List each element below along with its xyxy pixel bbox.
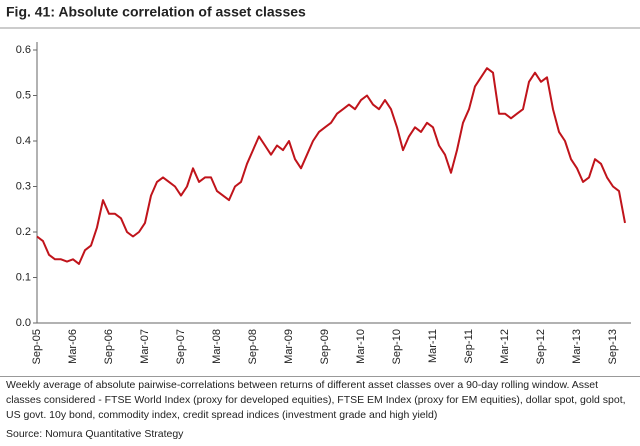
note: Weekly average of absolute pairwise-corr… (6, 379, 626, 421)
series-line (36, 67, 626, 265)
x-tick-label: Sep-13 (607, 329, 619, 364)
x-tick-label: Mar-09 (283, 329, 295, 364)
x-tick-label: Sep-11 (463, 329, 475, 364)
source: Source: Nomura Quantitative Strategy (6, 428, 184, 440)
y-tick-label: 0.4 (16, 135, 31, 147)
x-tick-label: Mar-06 (67, 329, 79, 364)
x-tick-label: Mar-10 (355, 329, 367, 364)
x-tick-label: Mar-12 (499, 329, 511, 364)
y-tick-label: 0.5 (16, 89, 31, 101)
x-tick-label: Mar-13 (571, 329, 583, 364)
x-tick-label: Mar-07 (139, 329, 151, 364)
x-tick-label: Sep-05 (31, 329, 43, 364)
y-tick-label: 0.1 (16, 271, 31, 283)
x-tick-label: Sep-09 (319, 329, 331, 364)
y-tick-label: 0.0 (16, 317, 31, 329)
chart-title: Fig. 41: Absolute correlation of asset c… (6, 4, 306, 20)
x-tick-label: Sep-12 (535, 329, 547, 364)
y-tick-label: 0.2 (16, 226, 31, 238)
x-tick-label: Mar-11 (427, 329, 439, 363)
y-tick-label: 0.6 (16, 44, 31, 56)
y-tick-label: 0.3 (16, 180, 31, 192)
x-tick-label: Sep-10 (391, 329, 403, 364)
chart: Fig. 41: Absolute correlation of asset c… (0, 4, 640, 364)
x-tick-label: Sep-07 (175, 329, 187, 364)
x-tick-label: Sep-08 (247, 329, 259, 364)
x-tick-label: Mar-08 (211, 329, 223, 364)
footer-rule (0, 376, 640, 377)
x-tick-label: Sep-06 (103, 329, 115, 364)
